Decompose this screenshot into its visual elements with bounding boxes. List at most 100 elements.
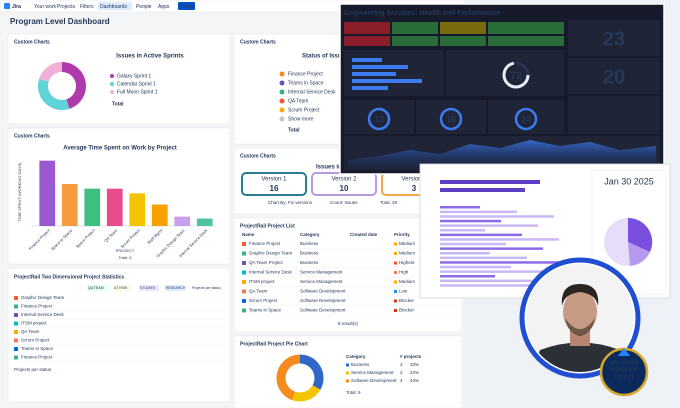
bar (151, 204, 168, 226)
dark-tile (568, 96, 660, 134)
project-name: Graphic Design Team (249, 251, 292, 256)
status-row: Scrum Project (288, 107, 320, 113)
pie-slice (291, 384, 321, 402)
total-label: Total (288, 127, 300, 133)
bar (84, 188, 101, 226)
status-tile (440, 22, 486, 34)
project-icon (14, 355, 18, 360)
h-bar (440, 224, 538, 227)
row-name: Finance Project (21, 304, 53, 309)
h-bar (440, 284, 569, 287)
legend-dot (110, 74, 114, 78)
priority-icon (394, 242, 397, 246)
date-label: Jan 30 2025 (604, 176, 654, 186)
area-chart (348, 140, 656, 168)
badge-logo (618, 348, 630, 356)
bar (39, 160, 56, 226)
nav-active (98, 2, 132, 10)
version-count: 3 (412, 184, 417, 193)
panel-header: Custom Charts (240, 153, 276, 159)
project-icon (242, 308, 246, 313)
legend-dot (279, 80, 285, 86)
panel-title: ProjectRail Project Pie Chart (240, 341, 308, 347)
gauge-arc (502, 61, 530, 89)
donut-segment (39, 62, 63, 83)
bar (106, 188, 123, 226)
status-tile (392, 22, 438, 34)
category-name: Business (351, 362, 370, 367)
panel (7, 267, 231, 403)
page-title: Program Level Dashboard (10, 17, 110, 26)
project-icon (242, 242, 246, 246)
legend-dot (279, 116, 285, 122)
panel-title: Issues in Active Sprints (116, 54, 184, 60)
row-name: ITSM project (21, 321, 47, 326)
create-button-label: Create (179, 4, 194, 10)
status-tile (344, 22, 390, 34)
row-name: Teams in Space (21, 346, 54, 351)
ring (367, 107, 391, 131)
panel-header: Custom Charts (14, 133, 50, 139)
total-label: Total: 5 (119, 255, 133, 260)
bar (129, 193, 146, 226)
category-percent: 22% (410, 370, 419, 375)
priority-icon (394, 299, 397, 303)
project-name: Finance Project (249, 241, 281, 246)
project-name: QA Team (249, 289, 268, 294)
status-row: Show more (288, 116, 314, 122)
version-box (241, 172, 307, 196)
category-percent: 44% (410, 378, 419, 383)
gauge-value: 72 (510, 70, 522, 82)
ring-value: 12 (374, 114, 384, 124)
legend-dot (279, 107, 285, 113)
project-icon (14, 347, 18, 351)
x-axis-label: PROJECT (116, 248, 135, 253)
badge-text: ATLASSIAN (610, 360, 639, 366)
version-label: Version 2 (331, 177, 357, 183)
logo-icon (4, 3, 10, 9)
priority-icon (394, 252, 397, 255)
h-bar (440, 219, 501, 223)
project-category: Software Development (300, 289, 346, 294)
legend-swatch (346, 371, 349, 375)
project-category: Business (300, 260, 319, 265)
project-icon (14, 296, 18, 300)
h-bar (440, 180, 540, 184)
panel-header: Custom Charts (14, 39, 50, 45)
total-label: Total (112, 101, 124, 107)
status-tile (440, 36, 486, 46)
project-priority: Medium (399, 251, 415, 256)
priority-icon (394, 309, 397, 312)
project-name: Teams in Space (249, 308, 282, 313)
sprint-name: Galaxy Sprint 1 (117, 73, 151, 79)
dark-tile (568, 20, 660, 56)
status-row: Internal Service Desk (288, 89, 336, 95)
project-category: Business (300, 251, 319, 256)
project-priority: High (399, 270, 409, 275)
project-name: Scrum Project (249, 298, 278, 303)
sprint-name: Full Moon Sprint 1 (117, 89, 158, 95)
category-percent: 33% (410, 362, 419, 367)
legend-dot (279, 71, 285, 77)
badge-text: CERTIFIED (611, 367, 638, 373)
nav-item: Filters (80, 4, 94, 10)
project-icon (14, 338, 18, 343)
column-header: RESEARCH (166, 286, 186, 290)
project-name: Internal Service Desk (249, 270, 293, 275)
legend-dot (110, 90, 114, 94)
nav-item: Your work (34, 4, 57, 10)
h-bar (440, 233, 522, 237)
h-bar (440, 206, 480, 209)
priority-icon (394, 290, 397, 293)
legend-dot (279, 98, 285, 104)
badge-text: EXPERT (614, 374, 634, 380)
row-name: Graphic Design Team (21, 295, 64, 300)
create-button[interactable] (178, 2, 195, 10)
ring-value: 24 (521, 114, 531, 124)
h-bar (352, 79, 422, 83)
project-category: Service Management (300, 270, 343, 275)
logo: Jira (12, 4, 21, 10)
project-icon (242, 270, 246, 275)
column-header: Name (242, 232, 255, 237)
chart-title: Average Time Spent on Work by Project (63, 146, 177, 152)
